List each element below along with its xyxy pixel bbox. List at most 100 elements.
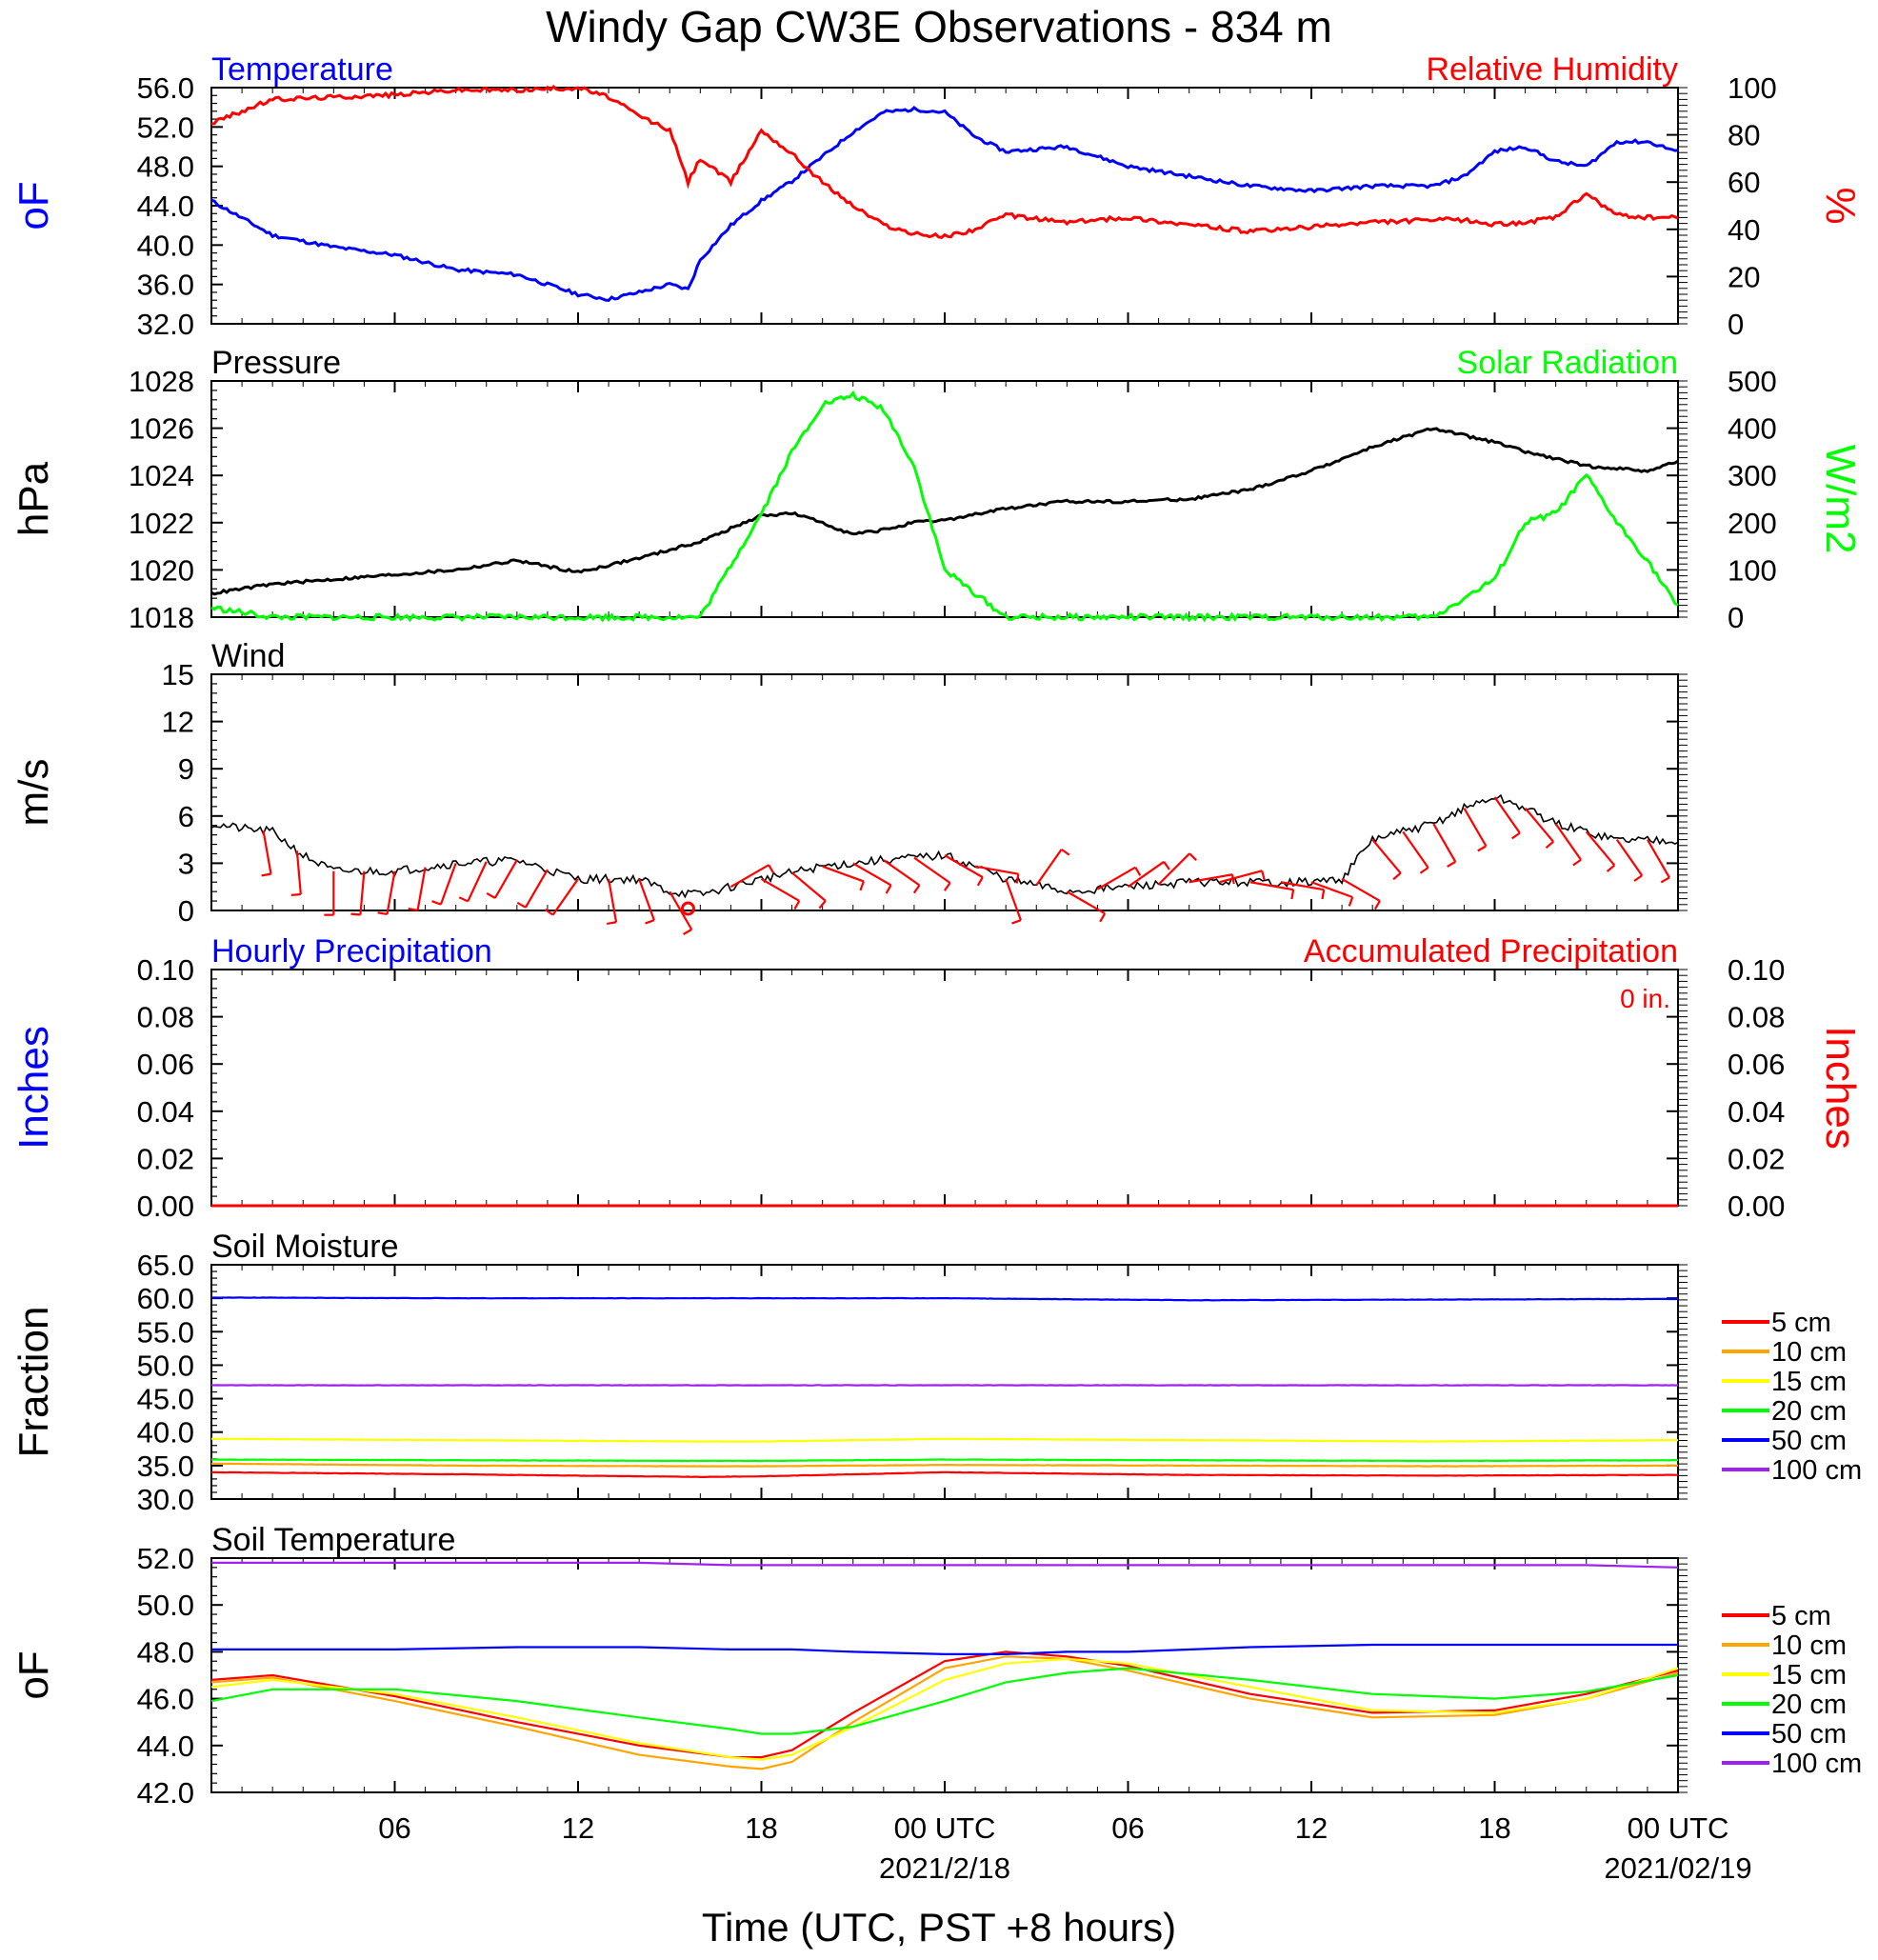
y-tick-label-right: 0.06 — [1728, 1048, 1785, 1081]
y-axis-title-left: Fraction — [10, 1307, 57, 1458]
wind-barb — [1615, 838, 1644, 876]
y-tick-label-left: 0.00 — [137, 1190, 194, 1223]
legend-label: 10 cm — [1771, 1630, 1847, 1661]
y-tick-label-left: 1024 — [129, 459, 194, 492]
x-tick-label: 00 UTC — [894, 1811, 996, 1845]
y-tick-label-left: 44.0 — [137, 190, 194, 223]
wind-barb-flag — [976, 876, 984, 887]
wind-barb — [1219, 870, 1263, 884]
wind-barb-flag — [683, 929, 692, 935]
y-tick-label-left: 50.0 — [137, 1349, 194, 1382]
y-tick-label-left: 65.0 — [137, 1249, 194, 1282]
wind-barb — [262, 830, 272, 874]
y-tick-label-left: 35.0 — [137, 1450, 194, 1483]
series-line-5-cm — [211, 1470, 1678, 1479]
y-tick-label-right: 0 — [1728, 308, 1744, 341]
wind-barb — [439, 863, 457, 906]
wind-barb — [729, 864, 769, 889]
wind-barb-flag — [768, 864, 775, 874]
panel-pressure-solar-radiation: 1018 1020 1022 1024 1026 1028 0 100 200 300 400 500… — [10, 345, 1864, 634]
wind-barb — [913, 856, 951, 884]
wind-barb — [944, 854, 984, 879]
y-tick-label-left: 46.0 — [137, 1683, 194, 1716]
y-tick-label-right: 40 — [1728, 213, 1760, 247]
y-tick-label-right: 300 — [1728, 459, 1777, 492]
wind-barb — [1371, 838, 1402, 874]
panel-title-right: Relative Humidity — [1426, 51, 1678, 88]
legend-label: 50 cm — [1771, 1719, 1847, 1750]
y-tick-label-left: 32.0 — [137, 308, 194, 341]
y-tick-label-left: 9 — [178, 752, 194, 786]
wind-barb — [1005, 878, 1022, 921]
wind-barb — [669, 890, 693, 930]
wind-barb-flag — [912, 884, 921, 894]
wind-barb — [551, 878, 579, 916]
series-line-solar-radiation — [210, 390, 1679, 623]
wind-barb-flag — [1011, 919, 1022, 925]
series-line-pressure — [210, 427, 1679, 596]
y-tick-label-right: 80 — [1728, 119, 1760, 152]
y-axis-title-left: oF — [10, 181, 57, 230]
wind-barb — [760, 877, 800, 902]
wind-barb-flag — [1163, 861, 1170, 870]
y-tick-label-left: 44.0 — [137, 1730, 194, 1763]
wind-barb-flag — [1633, 874, 1643, 882]
wind-barb — [1432, 823, 1457, 863]
wind-barb-flag — [261, 872, 271, 877]
wind-barb-flag — [350, 912, 361, 916]
panel-title-left: Temperature — [211, 51, 393, 88]
series-line-20-cm — [210, 1458, 1678, 1463]
y-tick-label-right: 60 — [1728, 166, 1760, 199]
wind-barb — [1280, 881, 1325, 891]
wind-barb-flag — [1572, 858, 1582, 867]
y-tick-label-left: 50.0 — [137, 1589, 194, 1622]
y-tick-label-left: 45.0 — [137, 1383, 194, 1416]
y-axis-title-left: m/s — [10, 759, 57, 827]
wind-barb — [295, 850, 302, 895]
wind-barb-flag — [793, 900, 801, 910]
wind-barb-flag — [1189, 852, 1197, 862]
x-tick-label: 18 — [745, 1811, 777, 1845]
panel-frame — [210, 673, 1679, 911]
wind-barb — [638, 878, 655, 921]
panel-title-left: Soil Temperature — [211, 1522, 455, 1558]
wind-barb — [608, 878, 618, 923]
y-axis-title-left: oF — [10, 1650, 57, 1699]
wind-barb-flag — [1321, 890, 1326, 900]
legend-label: 100 cm — [1771, 1749, 1862, 1779]
wind-barb — [1249, 881, 1294, 891]
wind-barb-flag — [1511, 831, 1521, 840]
panel-soil-moisture: 30.035.040.045.050.055.060.065.0 Soil Moi… — [10, 1229, 1862, 1516]
y-tick-label-left: 0 — [178, 894, 194, 928]
wind-barb — [822, 865, 865, 883]
wind-barb — [524, 869, 549, 909]
series-line-temperature — [210, 106, 1679, 302]
wind-barb — [1463, 807, 1488, 847]
y-tick-label-left: 1020 — [129, 553, 194, 587]
y-tick-label-left: 0.02 — [137, 1142, 194, 1175]
legend-label: 15 cm — [1771, 1367, 1847, 1397]
wind-barb — [1157, 852, 1190, 886]
series-line-50-cm — [211, 1643, 1678, 1655]
x-date-label: 2021/2/18 — [879, 1851, 1010, 1885]
wind-barb — [1035, 849, 1063, 887]
wind-barb — [416, 867, 427, 911]
y-tick-label-right: 100 — [1728, 71, 1777, 105]
wind-barb-flag — [1419, 867, 1429, 874]
x-axis: 06 12 18 00 UTC 06 12 18 00 UTC 2021/2/18 2021/02… — [378, 1811, 1751, 1950]
wind-barb — [1524, 807, 1554, 843]
wind-barb-flag — [1099, 912, 1107, 923]
wind-barb-flag — [1373, 900, 1381, 910]
y-tick-label-left: 55.0 — [137, 1315, 194, 1349]
series-line-10-cm — [210, 1462, 1679, 1468]
y-axis-title-right: Inches — [1817, 1026, 1864, 1150]
y-tick-label-left: 36.0 — [137, 269, 194, 302]
legend-label: 20 cm — [1771, 1396, 1847, 1427]
accumulation-annotation: 0 in. — [1620, 984, 1670, 1013]
wind-barb-flag — [645, 919, 655, 925]
wind-barb — [1402, 830, 1429, 869]
y-tick-label-left: 0.10 — [137, 953, 194, 987]
y-tick-label-right: 0.04 — [1728, 1095, 1785, 1129]
